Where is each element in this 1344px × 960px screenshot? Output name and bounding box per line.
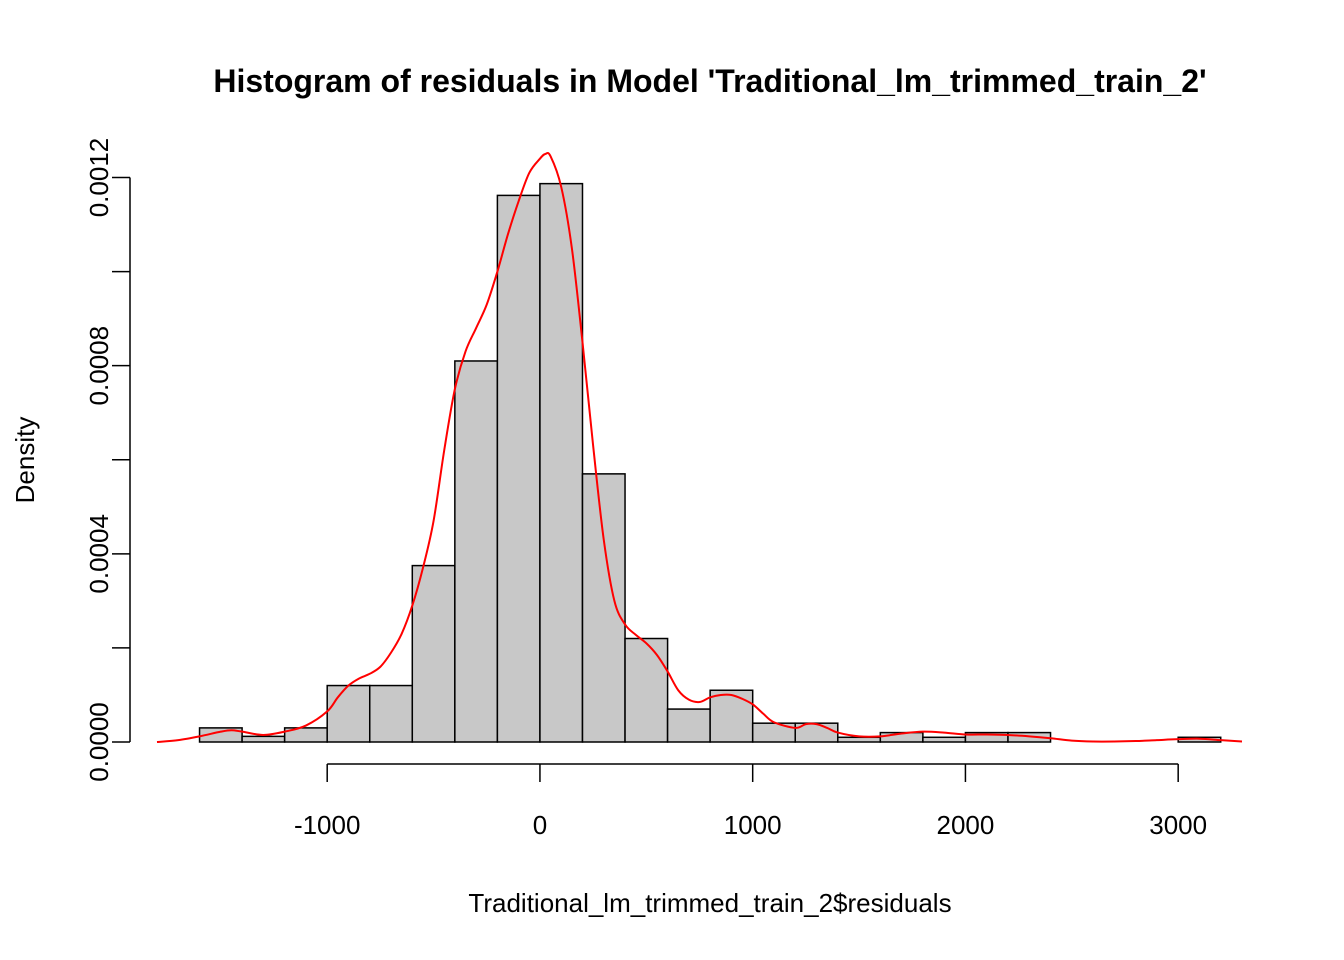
histogram-bar bbox=[539, 182, 584, 743]
histogram-bar bbox=[709, 689, 754, 743]
histogram-bar bbox=[368, 684, 414, 743]
y-axis-label: Density bbox=[10, 417, 40, 504]
x-tick-label: 0 bbox=[533, 810, 547, 840]
y-tick-label: 0.0008 bbox=[84, 326, 114, 406]
y-axis: 0.0000 0.0004 0.0008 0.0012 bbox=[84, 138, 131, 782]
histogram-bar bbox=[581, 473, 626, 743]
histogram-bars bbox=[198, 182, 1222, 743]
x-tick-label: -1000 bbox=[294, 810, 361, 840]
x-axis: -1000 0 1000 2000 3000 bbox=[294, 763, 1207, 840]
histogram-bar bbox=[624, 637, 669, 743]
histogram-bar bbox=[454, 360, 499, 743]
x-tick-label: 1000 bbox=[724, 810, 782, 840]
x-tick-label: 3000 bbox=[1149, 810, 1207, 840]
chart-title: Histogram of residuals in Model 'Traditi… bbox=[213, 63, 1206, 99]
histogram-bar bbox=[922, 736, 967, 743]
histogram-bar bbox=[837, 736, 882, 743]
histogram-bar bbox=[326, 684, 371, 743]
histogram-bar bbox=[241, 735, 286, 743]
density-curve bbox=[156, 151, 1243, 743]
y-tick-label: 0.0012 bbox=[84, 138, 114, 218]
histogram-bar bbox=[411, 564, 456, 743]
histogram-bar bbox=[751, 722, 796, 743]
histogram-bar bbox=[666, 708, 711, 743]
y-tick-label: 0.0004 bbox=[84, 514, 114, 594]
x-axis-label: Traditional_lm_trimmed_train_2$residuals bbox=[468, 888, 951, 918]
histogram-bar bbox=[496, 194, 541, 743]
y-tick-label: 0.0000 bbox=[84, 702, 114, 782]
histogram-bar bbox=[198, 727, 243, 743]
x-tick-label: 2000 bbox=[937, 810, 995, 840]
